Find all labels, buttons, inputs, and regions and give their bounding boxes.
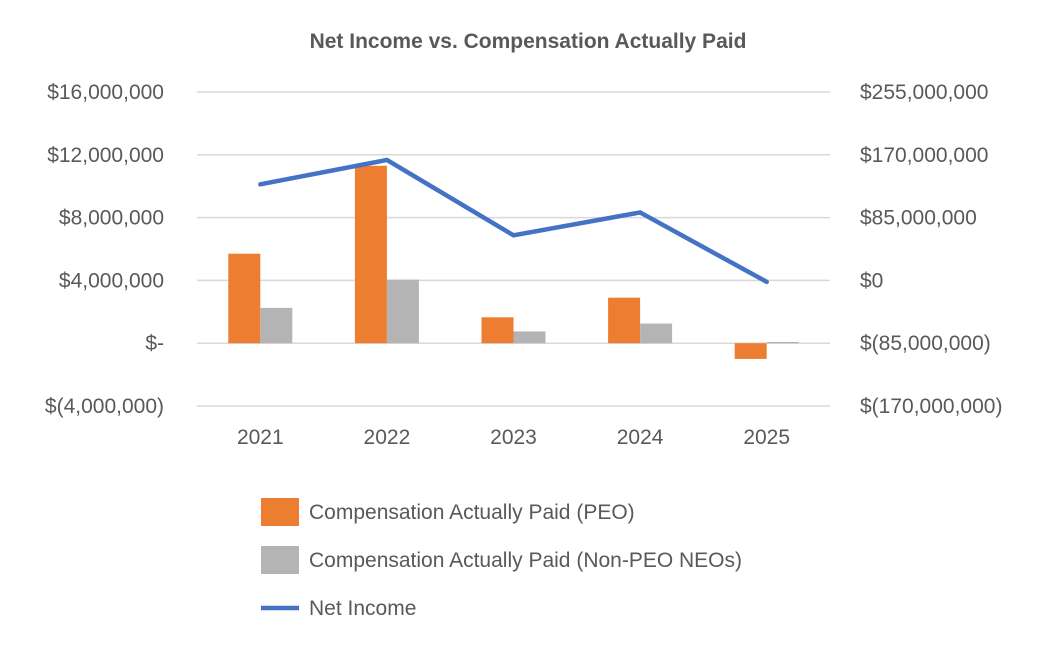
bar-peo-2021 [228,253,261,344]
x-axis-tick-label: 2024 [617,426,664,449]
legend-swatch-1 [261,546,299,574]
x-axis: 2021 2022 2023 2024 2025 [237,426,790,449]
bar-non-peo-2021 [260,307,293,344]
bar-non-peo-2022 [386,279,419,344]
left-axis-tick-label: $4,000,000 [59,269,164,292]
left-axis-tick-label: $- [145,332,164,355]
bar-non-peo-2024 [640,323,673,344]
chart-title: Net Income vs. Compensation Actually Pai… [310,30,747,53]
bar-peo-2023 [481,317,514,344]
bar-peo-2025 [734,343,767,359]
bar-peo-2024 [608,297,641,344]
bar-non-peo-2023 [513,331,546,344]
bar-series [228,165,799,359]
legend: Compensation Actually Paid (PEO) Compensa… [261,498,742,620]
right-axis-tick-label: $255,000,000 [860,81,988,104]
right-axis-tick-label: $85,000,000 [860,207,977,230]
legend-swatch-0 [261,498,299,526]
legend-label-2: Net Income [309,597,416,620]
legend-label-0: Compensation Actually Paid (PEO) [309,501,635,524]
bar-peo-2022 [354,165,387,344]
x-axis-tick-label: 2023 [490,426,537,449]
x-axis-tick-label: 2022 [364,426,411,449]
left-y-axis: $(4,000,000) $- $4,000,000 $8,000,000 $12,00… [45,81,164,418]
right-axis-tick-label: $0 [860,269,883,292]
bar-non-peo-2025 [766,341,799,344]
net-income-line [258,157,769,285]
left-axis-tick-label: $12,000,000 [47,144,164,167]
legend-label-1: Compensation Actually Paid (Non-PEO NEOs… [309,549,742,572]
left-axis-tick-label: $(4,000,000) [45,395,164,418]
x-axis-tick-label: 2021 [237,426,284,449]
line-series [258,157,769,285]
left-axis-tick-label: $16,000,000 [47,81,164,104]
right-axis-tick-label: $(85,000,000) [860,332,991,355]
gridlines [197,91,830,407]
right-y-axis: $(170,000,000) $(85,000,000) $0 $85,000,000… [860,81,1002,418]
right-axis-tick-label: $170,000,000 [860,144,988,167]
x-axis-tick-label: 2025 [743,426,790,449]
left-axis-tick-label: $8,000,000 [59,207,164,230]
right-axis-tick-label: $(170,000,000) [860,395,1002,418]
